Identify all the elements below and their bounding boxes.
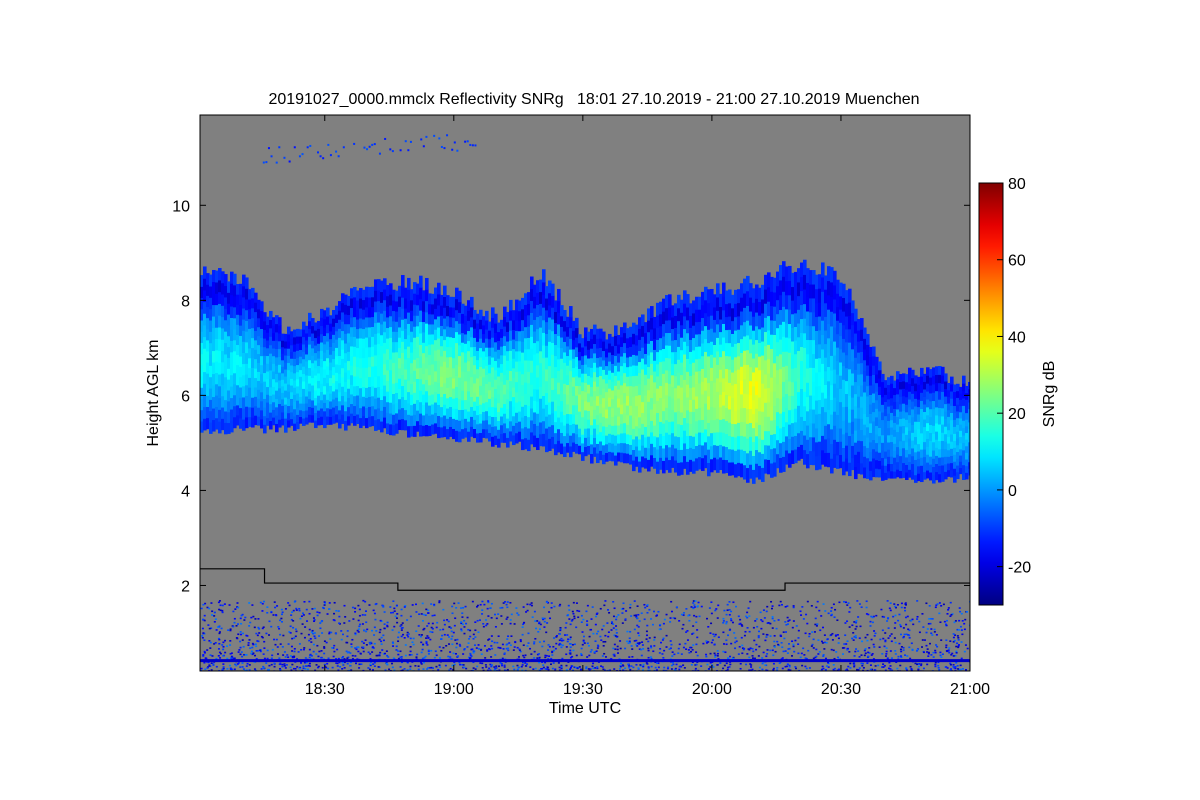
y-tick-label: 6	[181, 388, 190, 405]
plot-frame	[199, 114, 971, 672]
colorbar	[978, 182, 1004, 606]
colorbar-tick-label: 0	[1008, 483, 1017, 500]
x-tick-label: 19:30	[563, 681, 603, 698]
x-tick-label: 19:00	[434, 681, 474, 698]
y-tick-label: 8	[181, 293, 190, 310]
x-axis-label: Time UTC	[549, 700, 621, 717]
ground-clutter-layer	[200, 599, 970, 671]
colorbar-tick-label: 80	[1008, 176, 1026, 193]
x-tick-label: 20:00	[692, 681, 732, 698]
colorbar-tick-label: 20	[1008, 406, 1026, 423]
x-tick-label: 20:30	[821, 681, 861, 698]
colorbar-label: SNRg dB	[1041, 361, 1058, 428]
x-tick-label: 18:30	[305, 681, 345, 698]
boundary-line	[200, 568, 970, 591]
chart-title: 20191027_0000.mmclx Reflectivity SNRg 18…	[268, 91, 919, 108]
cloud-reflectivity-layer	[200, 134, 970, 484]
colorbar-tick-label: 60	[1008, 253, 1026, 270]
y-axis-label: Height AGL km	[145, 339, 162, 446]
y-tick-label: 4	[181, 483, 190, 500]
x-tick-label: 21:00	[950, 681, 990, 698]
colorbar-tick-label: -20	[1008, 560, 1031, 577]
y-tick-label: 2	[181, 578, 190, 595]
y-tick-label: 10	[172, 198, 190, 215]
colorbar-tick-label: 40	[1008, 329, 1026, 346]
